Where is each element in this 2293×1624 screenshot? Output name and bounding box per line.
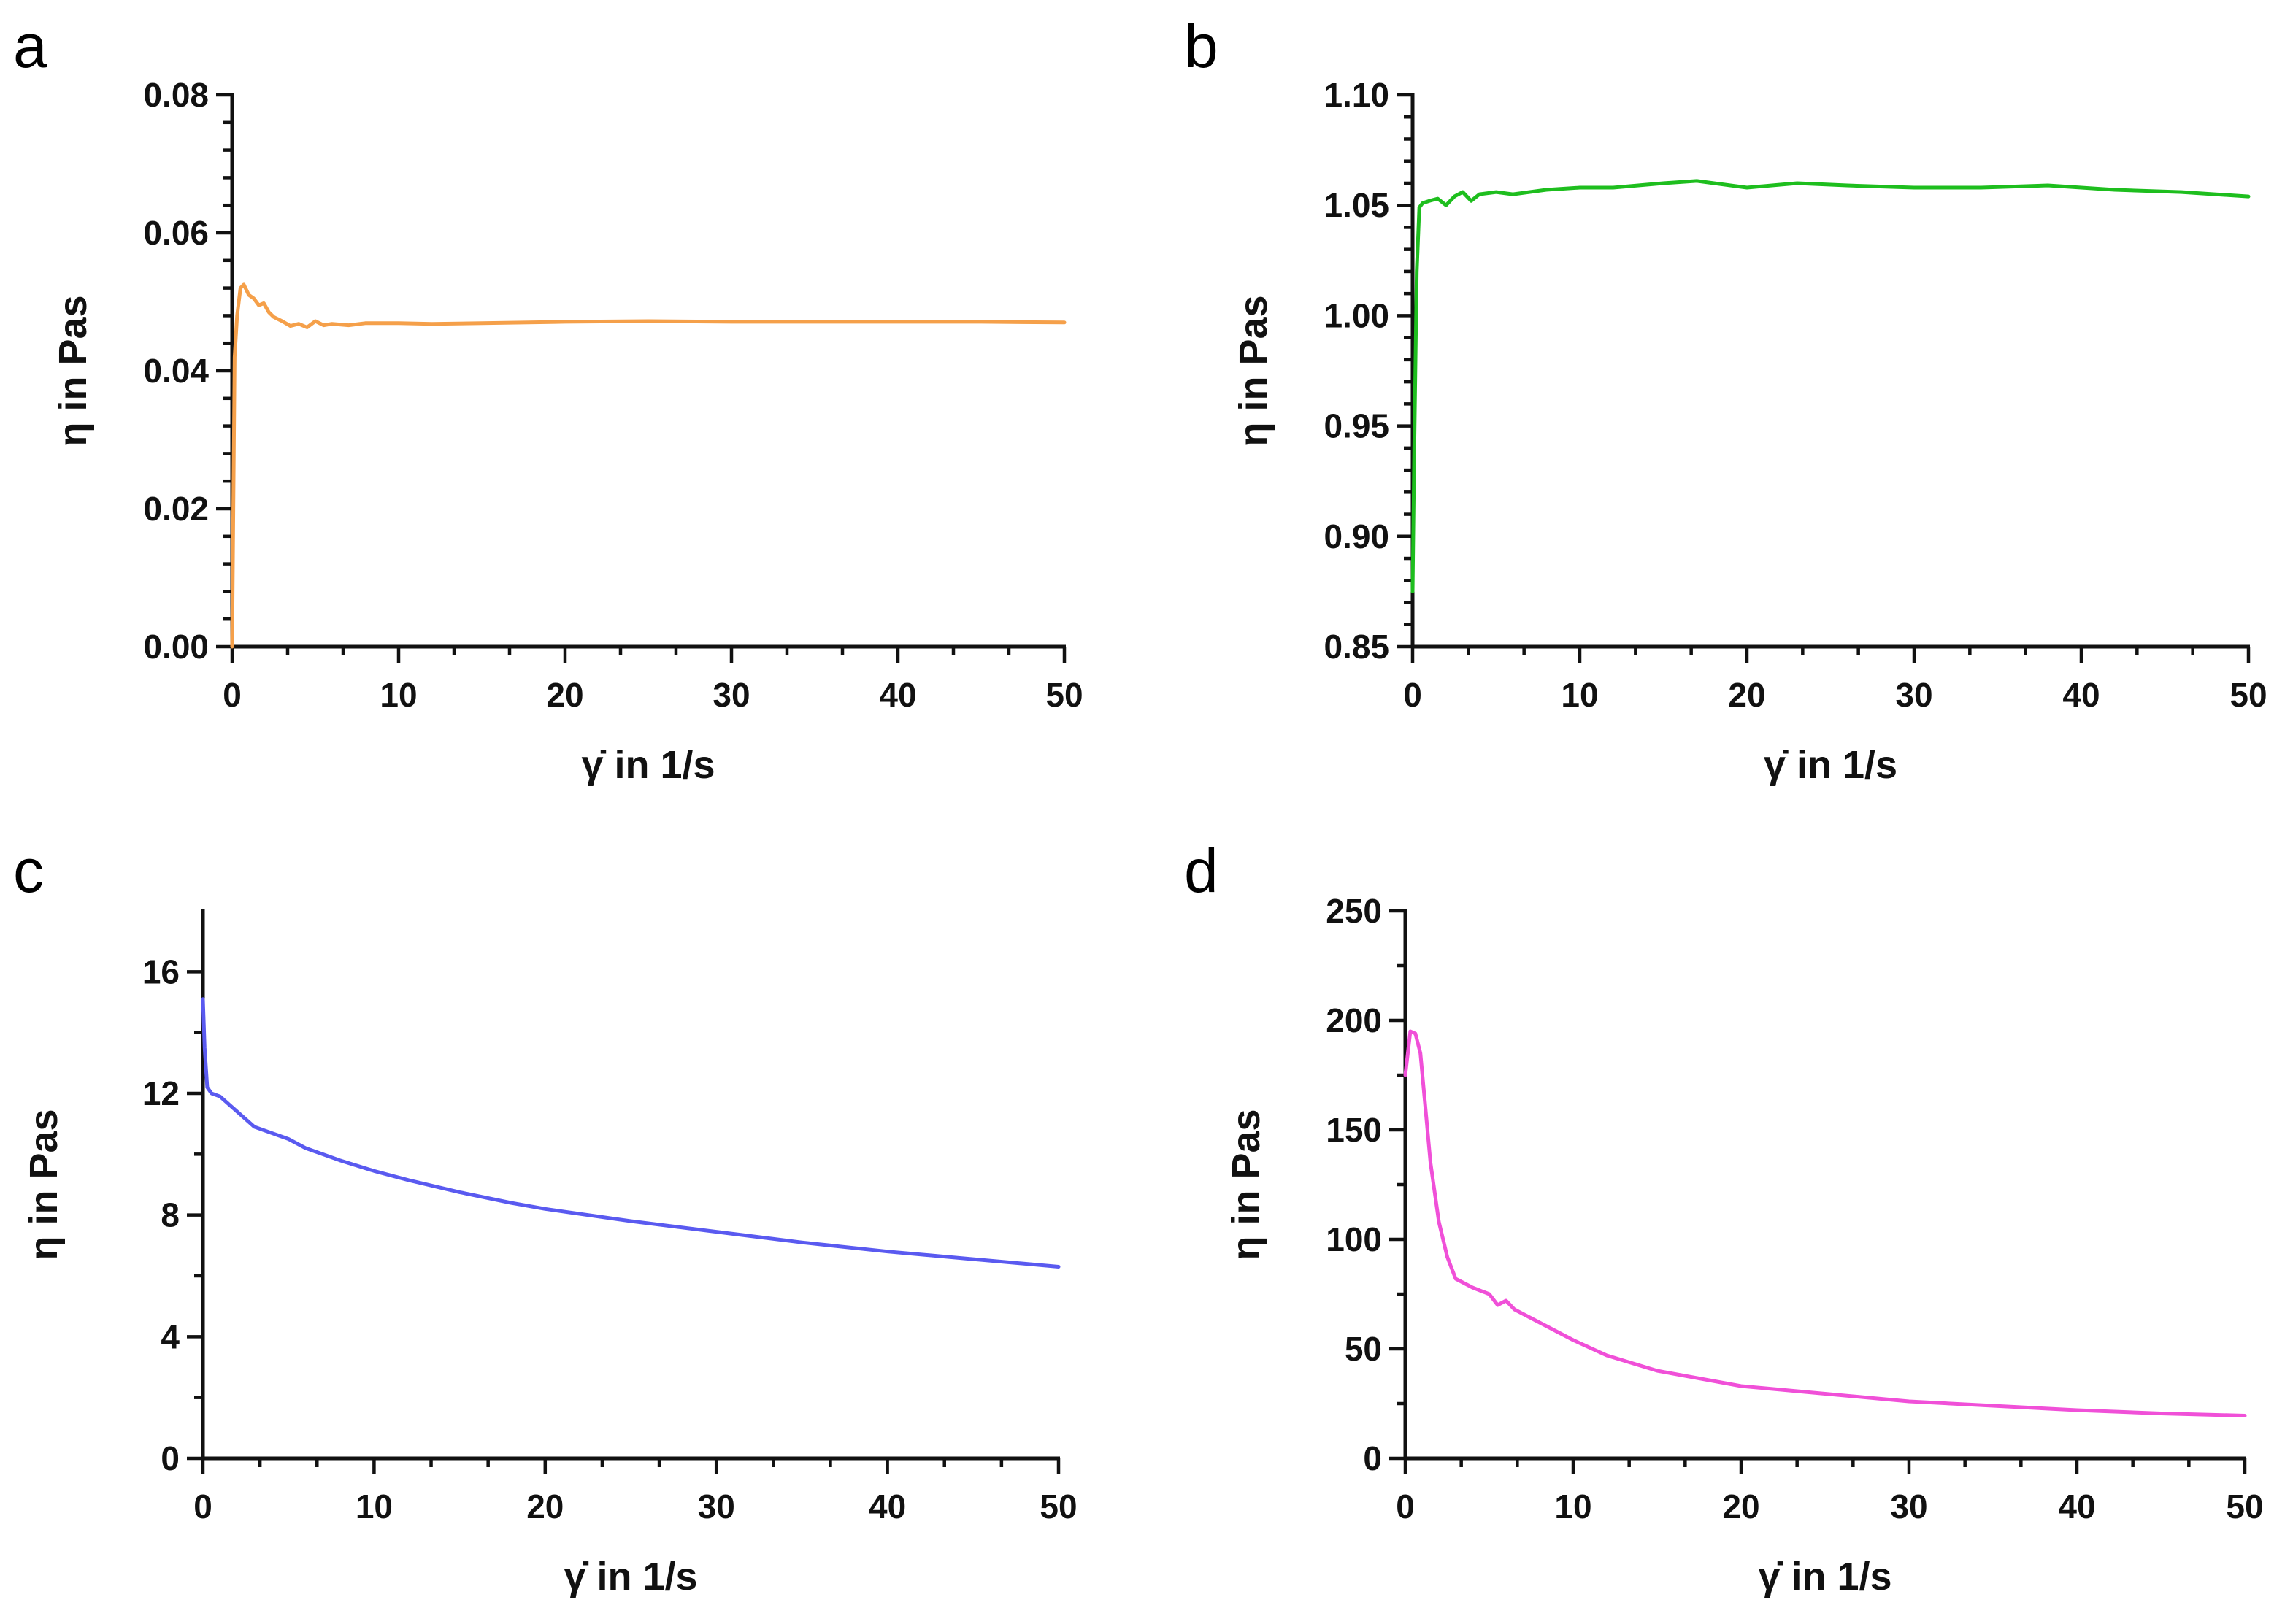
x-tick-label: 20 bbox=[526, 1488, 564, 1525]
y-tick-label: 0.08 bbox=[143, 76, 209, 114]
y-tick-label: 250 bbox=[1326, 892, 1382, 930]
y-tick-label: 16 bbox=[142, 953, 180, 990]
series-line-c bbox=[201, 997, 1061, 1269]
x-tick-label: 50 bbox=[1040, 1488, 1077, 1525]
x-tick-label: 30 bbox=[713, 676, 750, 714]
x-tick-label: 30 bbox=[1890, 1488, 1927, 1525]
x-tick-label: 40 bbox=[869, 1488, 906, 1525]
panel-letter-b: b bbox=[1184, 12, 1218, 80]
x-tick-label: 30 bbox=[1895, 676, 1932, 714]
y-tick-label: 12 bbox=[142, 1074, 180, 1112]
y-tick-label: 0.00 bbox=[143, 628, 209, 666]
x-axis-label: γ̇ in 1/s bbox=[1758, 1555, 1891, 1598]
y-axis-label: η in Pas bbox=[1232, 295, 1275, 446]
x-axis-label: γ̇ in 1/s bbox=[581, 743, 715, 787]
chart-panel-c: 0 4 8 12 16 0 10 20 30 40 50 γ̇ in 1/s η in Pas bbox=[22, 909, 1078, 1598]
x-tick-label: 10 bbox=[380, 676, 417, 714]
x-tick-label: 20 bbox=[546, 676, 583, 714]
y-tick-label: 100 bbox=[1326, 1220, 1382, 1258]
x-tick-label: 0 bbox=[193, 1488, 212, 1525]
y-tick-label: 0.85 bbox=[1324, 628, 1389, 666]
y-tick-label: 1.00 bbox=[1324, 296, 1389, 334]
x-tick-label: 30 bbox=[698, 1488, 735, 1525]
series-line-d bbox=[1403, 1029, 2247, 1417]
y-tick-label: 0 bbox=[1363, 1439, 1382, 1477]
y-axis-label: η in Pas bbox=[1224, 1109, 1268, 1260]
series-line-b bbox=[1410, 179, 2251, 593]
x-axis-label: γ̇ in 1/s bbox=[1764, 743, 1897, 787]
x-tick-label: 50 bbox=[2226, 1488, 2263, 1525]
x-tick-label: 10 bbox=[1561, 676, 1598, 714]
x-tick-label: 0 bbox=[1403, 676, 1422, 714]
y-tick-label: 50 bbox=[1345, 1330, 1382, 1368]
x-tick-label: 40 bbox=[879, 676, 916, 714]
y-tick-label: 8 bbox=[161, 1196, 180, 1234]
y-axis-label: η in Pas bbox=[51, 295, 95, 446]
x-tick-label: 10 bbox=[356, 1488, 393, 1525]
y-tick-label: 1.05 bbox=[1324, 186, 1389, 224]
panel-letter-a: a bbox=[13, 12, 47, 80]
y-tick-label: 0.90 bbox=[1324, 517, 1389, 555]
y-tick-label: 1.10 bbox=[1324, 76, 1389, 114]
x-tick-label: 0 bbox=[1396, 1488, 1415, 1525]
y-tick-label: 0.02 bbox=[143, 490, 209, 528]
x-tick-label: 50 bbox=[1045, 676, 1083, 714]
y-tick-label: 4 bbox=[161, 1317, 180, 1355]
y-axis-label: η in Pas bbox=[22, 1109, 66, 1260]
x-tick-label: 0 bbox=[223, 676, 242, 714]
y-tick-label: 0.95 bbox=[1324, 407, 1389, 445]
panel-letter-c: c bbox=[13, 836, 44, 905]
x-tick-label: 20 bbox=[1728, 676, 1765, 714]
y-tick-label: 150 bbox=[1326, 1111, 1382, 1149]
x-tick-label: 10 bbox=[1554, 1488, 1591, 1525]
chart-panel-b: 0.85 0.90 0.95 1.00 1.05 1.10 0 10 20 30 40 50 γ̇ in… bbox=[1232, 76, 2267, 787]
x-tick-label: 50 bbox=[2229, 676, 2267, 714]
x-tick-label: 40 bbox=[2062, 676, 2100, 714]
y-tick-label: 0.06 bbox=[143, 214, 209, 252]
chart-panel-a: 0.00 0.02 0.04 0.06 0.08 0 10 20 30 40 50 γ̇ in 1/s… bbox=[51, 76, 1083, 787]
x-tick-label: 20 bbox=[1722, 1488, 1759, 1525]
y-tick-label: 0 bbox=[161, 1439, 180, 1477]
chart-panel-d: 0 50 100 150 200 250 0 10 20 30 40 50 γ̇ in 1/s η in … bbox=[1224, 892, 2264, 1598]
x-axis-label: γ̇ in 1/s bbox=[564, 1555, 697, 1598]
panel-letter-d: d bbox=[1184, 836, 1218, 905]
x-tick-label: 40 bbox=[2058, 1488, 2095, 1525]
y-tick-label: 0.04 bbox=[143, 352, 209, 390]
y-tick-label: 200 bbox=[1326, 1001, 1382, 1039]
series-line-a bbox=[230, 282, 1067, 649]
